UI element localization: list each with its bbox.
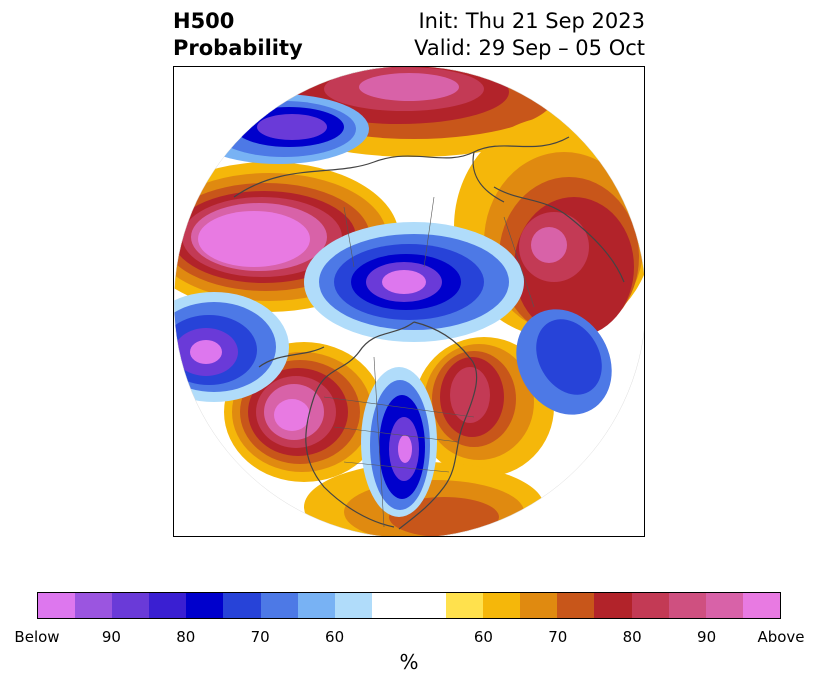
map-panel (173, 66, 645, 537)
colorbar-segment (557, 593, 595, 618)
map-title: H500 Probability (173, 8, 303, 62)
colorbar-segment (668, 593, 706, 618)
colorbar-segment (186, 593, 224, 618)
colorbar-segment (112, 593, 150, 618)
polar-map (174, 67, 644, 536)
title-line-1: H500 (173, 9, 235, 33)
colorbar-tick-label: 60 (325, 628, 345, 646)
title-line-2: Probability (173, 36, 303, 60)
colorbar-segment (334, 593, 372, 618)
below-anomaly-atlantic-band (516, 309, 612, 415)
colorbar-segment (371, 593, 409, 618)
colorbar-segment (408, 593, 447, 618)
colorbar-label: % (399, 650, 419, 674)
colorbar-tick-label: 90 (101, 628, 121, 646)
colorbar (37, 592, 781, 619)
colorbar-segment (149, 593, 187, 618)
colorbar-tick-label: 90 (697, 628, 717, 646)
colorbar-tick-label: Below (14, 628, 60, 646)
colorbar-segment (483, 593, 521, 618)
colorbar-segment (297, 593, 335, 618)
init-date: Init: Thu 21 Sep 2023 (418, 9, 645, 33)
colorbar-tick-label: 70 (250, 628, 270, 646)
colorbar-segment (520, 593, 558, 618)
colorbar-segment (705, 593, 743, 618)
valid-range: Valid: 29 Sep – 05 Oct (414, 36, 645, 60)
below-anomaly-arctic (304, 222, 524, 342)
colorbar-segment (260, 593, 298, 618)
colorbar-segment (742, 593, 780, 618)
colorbar-tick-label: 80 (622, 628, 642, 646)
colorbar-tick-label: 70 (548, 628, 568, 646)
colorbar-segment (446, 593, 484, 618)
valid-period: Init: Thu 21 Sep 2023 Valid: 29 Sep – 05… (414, 8, 645, 62)
colorbar-tick-label: 60 (473, 628, 493, 646)
colorbar-tick-label: Above (757, 628, 805, 646)
below-anomaly-central-us (361, 367, 437, 517)
probability-field (174, 67, 644, 536)
colorbar-segment (38, 593, 76, 618)
coastlines (233, 136, 625, 530)
political-borders (323, 196, 535, 528)
above-anomaly-eastern-north-america (414, 337, 554, 477)
colorbar-segment (594, 593, 632, 618)
below-anomaly-east-asia (189, 94, 369, 164)
colorbar-tick-label: 80 (176, 628, 196, 646)
colorbar-segment (223, 593, 261, 618)
colorbar-segment (631, 593, 669, 618)
colorbar-segment (75, 593, 113, 618)
